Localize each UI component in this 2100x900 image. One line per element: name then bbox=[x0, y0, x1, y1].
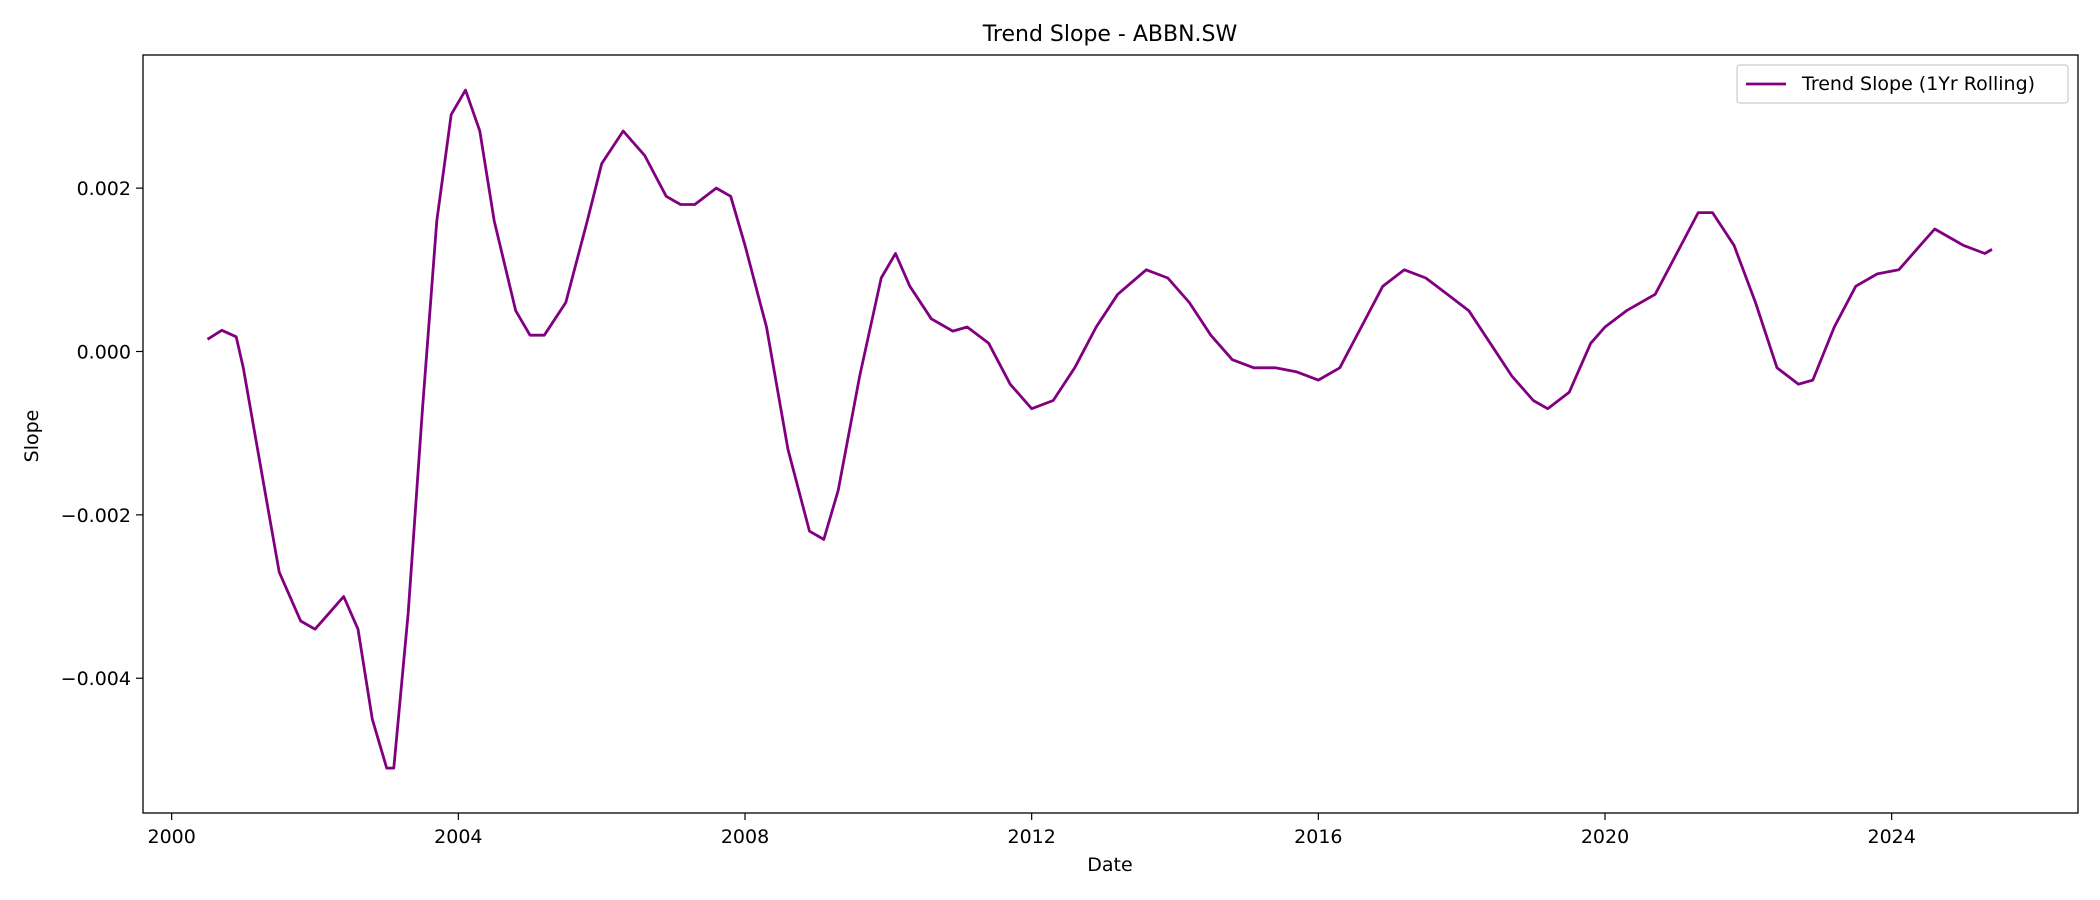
plot-area bbox=[142, 54, 2079, 814]
x-axis: 2000 2004 2008 2012 2016 2020 2024 bbox=[147, 813, 1916, 848]
x-tick-label: 2012 bbox=[1007, 826, 1055, 848]
x-axis-label: Date bbox=[1087, 854, 1132, 876]
y-tick-label: −0.004 bbox=[61, 668, 131, 690]
x-tick-label: 2000 bbox=[147, 826, 195, 848]
y-axis-label: Slope bbox=[21, 410, 43, 463]
x-tick-label: 2008 bbox=[721, 826, 769, 848]
x-tick-label: 2020 bbox=[1581, 826, 1629, 848]
y-tick-label: 0.000 bbox=[77, 342, 131, 364]
legend-box bbox=[1736, 64, 2069, 104]
legend: Trend Slope (1Yr Rolling) bbox=[1736, 64, 2069, 104]
chart-title: Trend Slope - ABBN.SW bbox=[982, 22, 1238, 47]
series-line-0 bbox=[206, 88, 1993, 770]
y-axis: −0.004 −0.002 0.000 0.002 bbox=[61, 178, 143, 690]
x-tick-label: 2016 bbox=[1294, 826, 1342, 848]
x-tick-label: 2004 bbox=[434, 826, 482, 848]
x-tick-label: 2024 bbox=[1867, 826, 1915, 848]
y-tick-label: −0.002 bbox=[61, 505, 131, 527]
plot-frame bbox=[142, 54, 2079, 814]
y-tick-label: 0.002 bbox=[77, 178, 131, 200]
legend-label: Trend Slope (1Yr Rolling) bbox=[1801, 73, 2035, 95]
